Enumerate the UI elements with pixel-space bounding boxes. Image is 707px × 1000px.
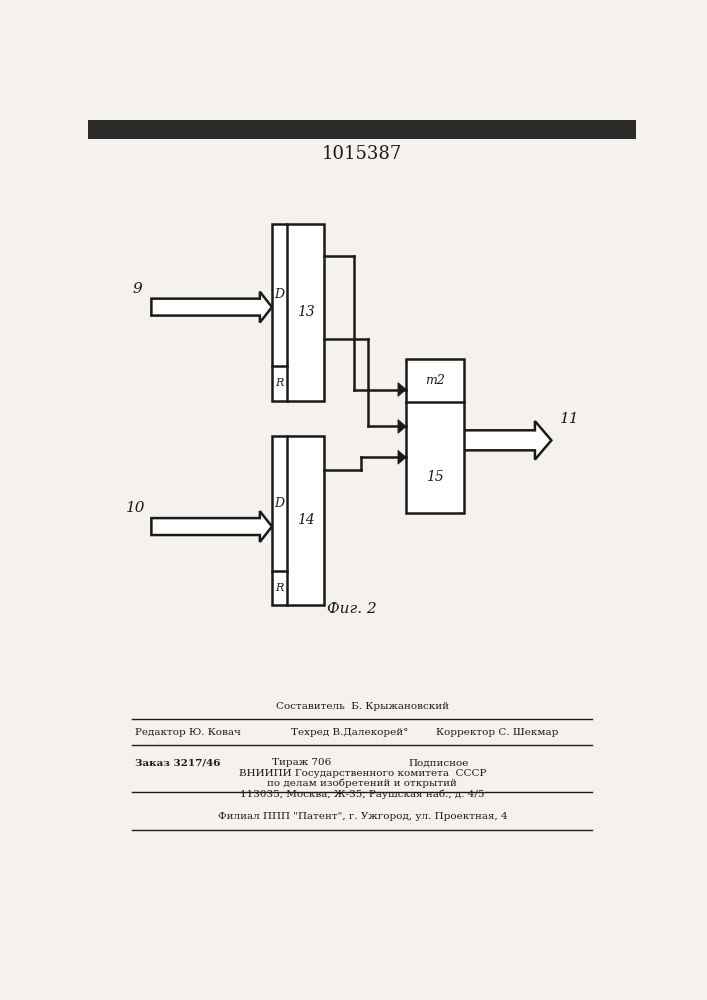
Text: 113035, Москва, Ж-35, Раушская наб., д. 4/5: 113035, Москва, Ж-35, Раушская наб., д. … xyxy=(240,790,484,799)
Text: 15: 15 xyxy=(426,470,444,484)
Text: Составитель  Б. Крыжановский: Составитель Б. Крыжановский xyxy=(276,702,449,711)
Text: по делам изобретений и открытий: по делам изобретений и открытий xyxy=(267,778,457,788)
Text: Фиг. 2: Фиг. 2 xyxy=(327,602,376,616)
Text: Филиал ППП "Патент", г. Ужгород, ул. Проектная, 4: Филиал ППП "Патент", г. Ужгород, ул. Про… xyxy=(218,812,507,821)
Text: 10: 10 xyxy=(127,501,146,515)
Text: Подписное: Подписное xyxy=(409,758,469,767)
Text: Заказ 3217/46: Заказ 3217/46 xyxy=(135,758,221,767)
Text: m2: m2 xyxy=(425,374,445,387)
Polygon shape xyxy=(398,450,407,464)
Text: D: D xyxy=(274,497,285,510)
Text: Техред В.Далекорей°: Техред В.Далекорей° xyxy=(291,728,409,737)
Bar xyxy=(88,120,636,139)
Text: R: R xyxy=(276,583,284,593)
Bar xyxy=(272,224,324,401)
Bar xyxy=(272,436,324,605)
Polygon shape xyxy=(151,292,272,323)
Bar xyxy=(407,359,464,513)
Text: R: R xyxy=(276,378,284,388)
Polygon shape xyxy=(398,420,407,433)
Text: Тираж 706: Тираж 706 xyxy=(272,758,331,767)
Polygon shape xyxy=(464,421,551,460)
Text: 14: 14 xyxy=(297,513,315,527)
Text: 11: 11 xyxy=(560,412,579,426)
Polygon shape xyxy=(151,511,272,542)
Text: Редактор Ю. Ковач: Редактор Ю. Ковач xyxy=(135,728,241,737)
Text: 1015387: 1015387 xyxy=(322,145,402,163)
Text: D: D xyxy=(274,288,285,301)
Text: 9: 9 xyxy=(133,282,143,296)
Text: 13: 13 xyxy=(297,306,315,320)
Text: Корректор С. Шекмар: Корректор С. Шекмар xyxy=(436,728,559,737)
Text: ВНИИПИ Государственного комитета  СССР: ВНИИПИ Государственного комитета СССР xyxy=(239,769,486,778)
Polygon shape xyxy=(398,383,407,396)
